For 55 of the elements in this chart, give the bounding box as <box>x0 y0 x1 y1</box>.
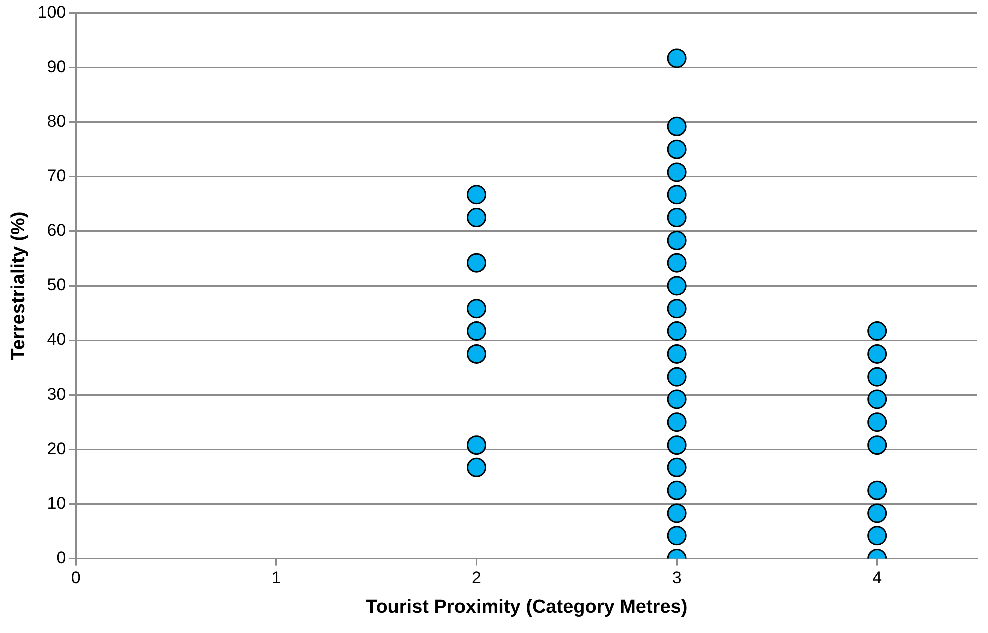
point <box>667 526 687 546</box>
point <box>667 390 687 410</box>
y-axis-title: Terrestriality (%) <box>8 212 30 360</box>
point <box>868 436 888 456</box>
point <box>467 185 487 205</box>
y-tick-label: 20 <box>47 439 66 458</box>
y-tick-label: 40 <box>47 330 66 350</box>
point <box>667 436 687 456</box>
point <box>467 253 487 273</box>
point <box>667 412 687 432</box>
point <box>467 458 487 478</box>
x-axis-title: Tourist Proximity (Category Metres) <box>366 596 688 618</box>
point <box>667 116 687 136</box>
point <box>667 322 687 342</box>
point <box>868 344 888 364</box>
y-tick-label: 90 <box>47 57 66 76</box>
point <box>868 367 888 387</box>
y-tick-label: 0 <box>56 548 66 568</box>
y-tick-label: 80 <box>47 112 66 132</box>
point <box>667 480 687 500</box>
point <box>467 208 487 228</box>
y-tick-label: 100 <box>38 2 66 22</box>
point <box>467 344 487 364</box>
y-tick-label: 50 <box>47 276 66 295</box>
point <box>667 367 687 387</box>
y-tick-label: 30 <box>47 384 66 404</box>
point <box>868 412 888 432</box>
y-tick-label: 70 <box>47 166 66 186</box>
point <box>667 504 687 524</box>
point <box>868 390 888 410</box>
point <box>667 162 687 182</box>
x-tick-label: 3 <box>672 568 682 588</box>
point <box>467 436 487 456</box>
point <box>667 344 687 364</box>
point <box>667 253 687 273</box>
point <box>868 480 888 500</box>
point <box>868 526 888 546</box>
point <box>667 299 687 319</box>
y-tick-label: 60 <box>47 221 66 240</box>
x-tick-label: 2 <box>472 568 482 588</box>
point <box>868 504 888 524</box>
point <box>667 48 687 68</box>
x-tick-label: 1 <box>272 568 282 588</box>
point <box>667 458 687 478</box>
point <box>667 276 687 296</box>
x-tick-label: 4 <box>872 568 882 588</box>
y-tick-label: 10 <box>47 494 66 513</box>
point <box>467 322 487 342</box>
point <box>667 208 687 228</box>
point <box>467 299 487 319</box>
point <box>667 185 687 205</box>
point <box>868 322 888 342</box>
point <box>667 140 687 160</box>
point <box>667 230 687 250</box>
x-tick-label: 0 <box>71 568 81 588</box>
